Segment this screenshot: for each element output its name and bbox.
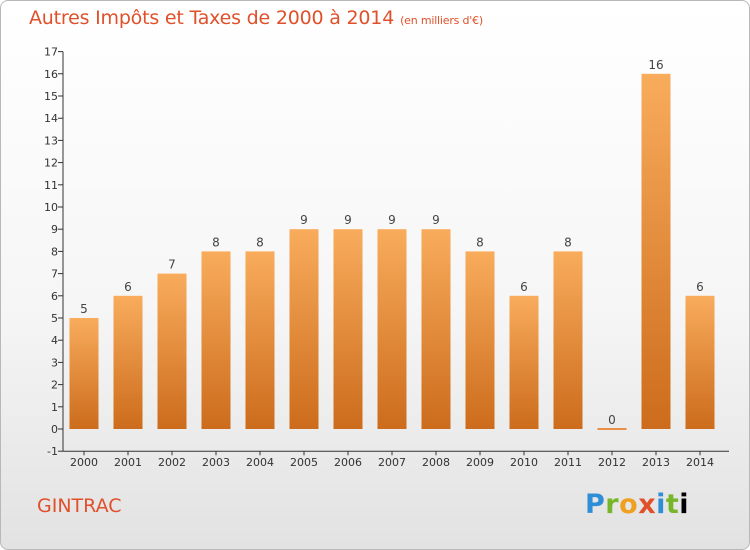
y-tick-label: 1 [51, 401, 58, 414]
y-tick-label: 17 [44, 46, 58, 59]
bar-value-label: 6 [520, 280, 528, 294]
bar-value-label: 8 [212, 235, 220, 249]
y-tick-label: 10 [44, 201, 58, 214]
bar [377, 229, 407, 429]
logo-letter: o [619, 489, 639, 520]
y-tick-label: -1 [47, 445, 58, 458]
y-tick-label: 12 [44, 157, 58, 170]
bar [333, 229, 363, 429]
bar-value-label: 0 [608, 413, 616, 427]
bar-value-label: 9 [432, 213, 440, 227]
bar [113, 295, 143, 429]
x-tick-label: 2003 [202, 456, 230, 469]
bar-value-label: 9 [300, 213, 308, 227]
x-tick-label: 2013 [642, 456, 670, 469]
proxiti-logo: Proxiti [585, 489, 689, 520]
bar [201, 251, 231, 429]
y-tick-label: 14 [44, 112, 58, 125]
y-tick-label: 15 [44, 90, 58, 103]
chart-title-text: Autres Impôts et Taxes de 2000 à 2014 [29, 7, 395, 29]
bar [245, 251, 275, 429]
y-tick-label: 4 [51, 334, 58, 347]
commune-name: GINTRAC [37, 495, 122, 517]
bar-value-label: 5 [80, 302, 88, 316]
bar-value-label: 8 [256, 235, 264, 249]
bar [553, 251, 583, 429]
x-tick-label: 2014 [686, 456, 714, 469]
x-tick-label: 2000 [70, 456, 98, 469]
bar [685, 295, 715, 429]
bar [157, 273, 187, 429]
bar-value-label: 8 [476, 235, 484, 249]
logo-letter: P [585, 489, 606, 520]
logo-letter: i [679, 489, 690, 520]
chart-subtitle: (en milliers d'€) [400, 14, 483, 27]
bar [641, 73, 671, 430]
logo-letter: x [638, 489, 657, 520]
bar-value-label: 9 [388, 213, 396, 227]
logo-letter: r [605, 489, 620, 520]
bar-value-label: 6 [124, 280, 132, 294]
x-tick-label: 2011 [554, 456, 582, 469]
y-tick-label: 9 [51, 223, 58, 236]
bar [289, 229, 319, 429]
x-tick-label: 2006 [334, 456, 362, 469]
bar-value-label: 6 [696, 280, 704, 294]
y-tick-label: 0 [51, 423, 58, 436]
bar-value-label: 16 [648, 58, 663, 72]
bar-value-label: 7 [168, 258, 176, 272]
logo-letter: i [656, 489, 666, 520]
y-tick-label: 11 [44, 179, 58, 192]
y-tick-label: 6 [51, 290, 58, 303]
bar-value-label: 8 [564, 235, 572, 249]
y-tick-label: 3 [51, 356, 58, 369]
y-tick-label: 16 [44, 68, 58, 81]
x-tick-label: 2010 [510, 456, 538, 469]
x-tick-label: 2007 [378, 456, 406, 469]
y-tick-label: 8 [51, 245, 58, 258]
logo-letter: t [665, 489, 680, 520]
bar [465, 251, 495, 429]
y-tick-label: 13 [44, 134, 58, 147]
bar [509, 295, 539, 429]
y-tick-label: 2 [51, 379, 58, 392]
y-tick-label: 5 [51, 312, 58, 325]
x-tick-label: 2002 [158, 456, 186, 469]
x-tick-label: 2004 [246, 456, 274, 469]
x-tick-label: 2008 [422, 456, 450, 469]
y-tick-label: 7 [51, 268, 58, 281]
bar-value-label: 9 [344, 213, 352, 227]
chart-title: Autres Impôts et Taxes de 2000 à 2014 (en… [29, 7, 483, 29]
x-tick-label: 2005 [290, 456, 318, 469]
x-tick-label: 2001 [114, 456, 142, 469]
bar [69, 318, 99, 429]
bar [421, 229, 451, 429]
x-tick-label: 2012 [598, 456, 626, 469]
x-tick-label: 2009 [466, 456, 494, 469]
